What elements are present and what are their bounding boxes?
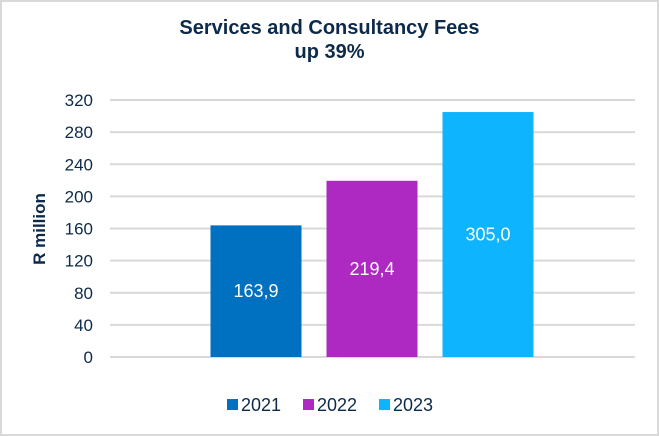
bar-2022 [326, 180, 418, 357]
y-tick-label: 80 [74, 284, 93, 303]
y-tick-label: 40 [74, 316, 93, 335]
data-label-2021: 163,9 [233, 281, 278, 301]
y-tick-label: 120 [65, 252, 93, 271]
legend-label: 2022 [317, 395, 357, 415]
legend-item-2023: 2023 [379, 395, 433, 415]
y-axis-label: R million [30, 193, 49, 265]
legend-swatch [303, 399, 314, 410]
legend-item-2022: 2022 [303, 395, 357, 415]
legend-swatch [379, 399, 390, 410]
legend-label: 2023 [393, 395, 433, 415]
y-tick-label: 0 [84, 348, 93, 367]
legend-item-2021: 2021 [227, 395, 281, 415]
bar-2021 [210, 225, 302, 357]
data-label-2022: 219,4 [349, 259, 394, 279]
chart-title: Services and Consultancy Fees up 39% [0, 16, 659, 64]
y-tick-label: 280 [65, 123, 93, 142]
bar-2023 [442, 112, 534, 357]
chart-title-line1: Services and Consultancy Fees [179, 17, 480, 39]
legend-label: 2021 [241, 395, 281, 415]
y-tick-label: 320 [65, 91, 93, 110]
chart-subtitle: up 39% [294, 41, 365, 63]
data-label-2023: 305,0 [465, 225, 510, 245]
y-tick-label: 200 [65, 187, 93, 206]
legend-swatch [227, 399, 238, 410]
y-tick-label: 240 [65, 155, 93, 174]
y-tick-label: 160 [65, 220, 93, 239]
